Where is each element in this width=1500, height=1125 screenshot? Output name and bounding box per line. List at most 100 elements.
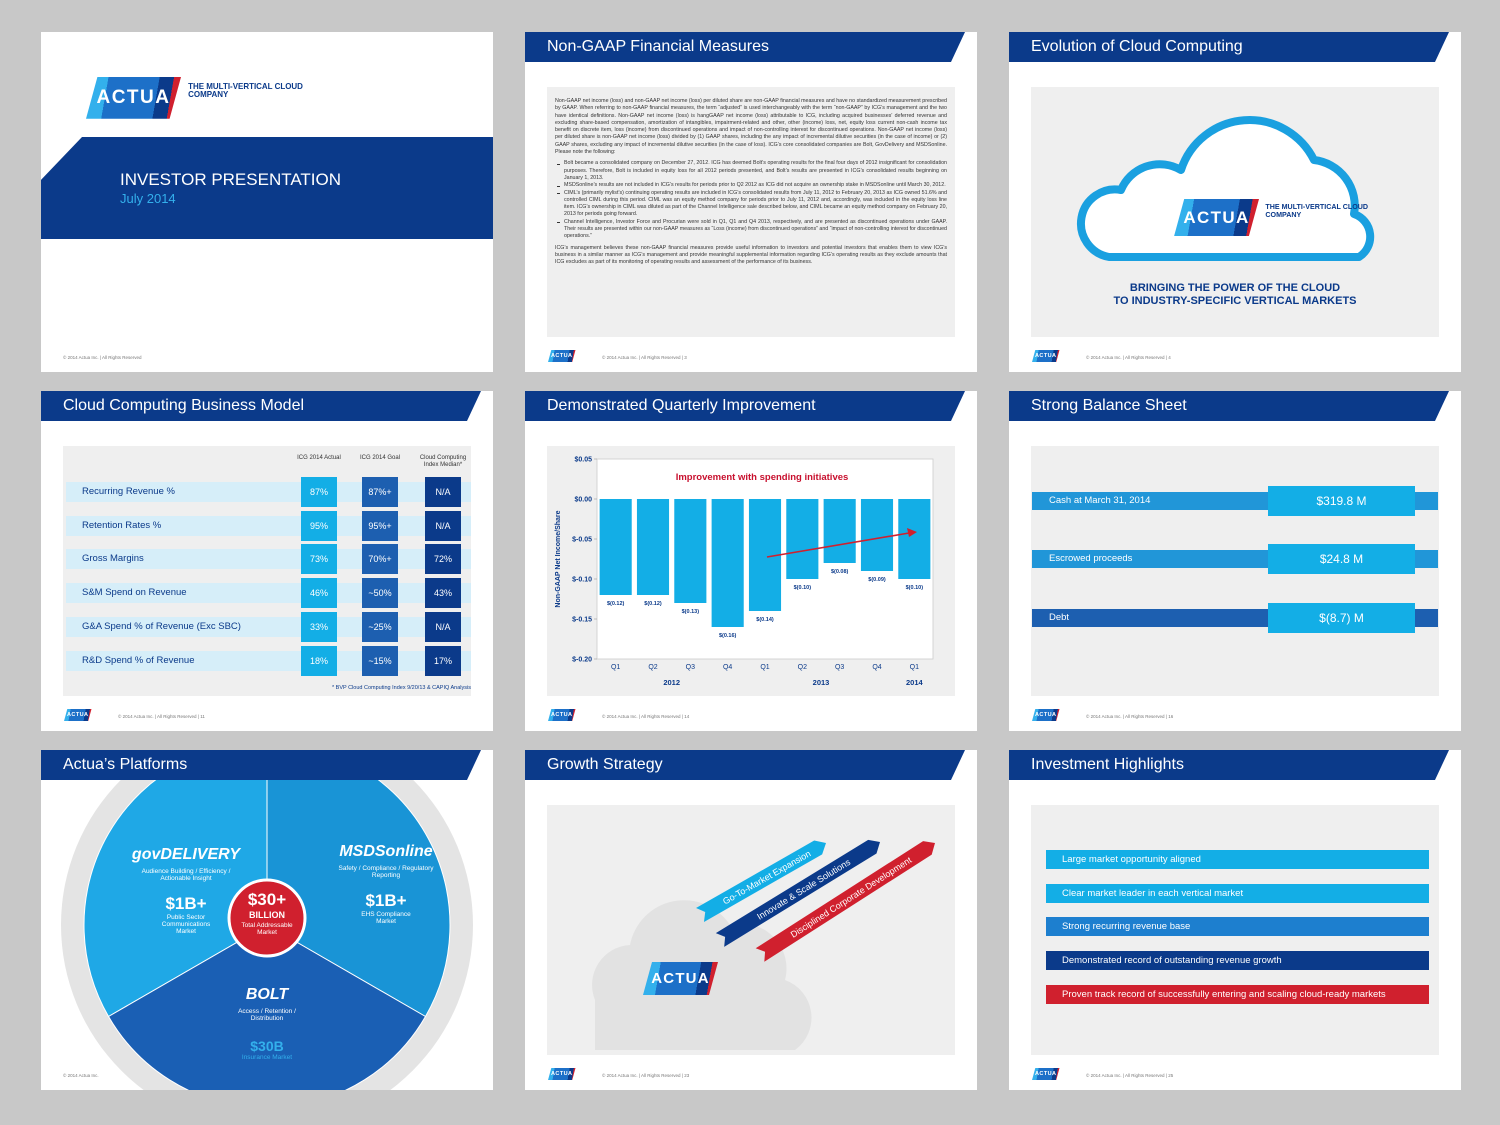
center-unit: BILLION [249, 910, 285, 920]
highlight-item: Strong recurring revenue base [1046, 917, 1429, 937]
group-label: 2013 [813, 678, 830, 687]
x-tick-label: Q4 [723, 664, 732, 671]
logo-name: ACTUA [67, 712, 89, 718]
footer: © 2014 Actua Inc. | All Rights Reserved … [602, 355, 687, 360]
bullet: MSDSonline’s results are not included in… [557, 182, 946, 189]
trend-arrowhead [907, 528, 917, 537]
value-cell: ~15% [362, 645, 398, 676]
slide-title: Non-GAAP Financial Measures [547, 38, 770, 55]
x-tick-label: Q3 [835, 664, 844, 671]
title-bar [41, 391, 481, 421]
value-label: $(0.12) [644, 601, 662, 607]
logo-tagline: THE MULTI-VERTICAL CLOUD COMPANY [188, 81, 303, 100]
row-value: $24.8 M [1268, 544, 1415, 574]
logo-name: ACTUA [1035, 353, 1057, 359]
platform-name: MSDSonline [339, 843, 433, 860]
intro-paragraph: Non-GAAP net income (loss) and non-GAAP … [555, 98, 947, 156]
column-header: ICG 2014 Actual [297, 455, 341, 461]
bar [711, 499, 744, 627]
row-value: $(8.7) M [1268, 603, 1415, 633]
slide-growth: Growth Strategy Go-To-Market Expansion In… [525, 750, 977, 1090]
chart: $0.05 $0.00 $-0.05 $-0.10 $-0.15 $-0.20 Non-GA… [547, 446, 955, 696]
slide-title: Demonstrated Quarterly Improvement [547, 397, 816, 414]
pie-segment [83, 750, 268, 1018]
footer: © 2014 Actua Inc. | All Rights Reserved … [602, 1073, 690, 1078]
market-name: EHS Compliance Market [361, 911, 411, 926]
logo-mark [64, 709, 92, 721]
logo-name: ACTUA [1183, 208, 1250, 227]
tagline-1: BRINGING THE POWER OF THE CLOUD [1129, 282, 1341, 294]
slide-cover: ACTUA THE MULTI-VERTICAL CLOUD COMPANY IN… [41, 32, 493, 372]
value-cell: 18% [301, 645, 337, 676]
market-size: $30B [250, 1038, 284, 1054]
logo-mark [86, 77, 181, 119]
y-tick-label: $-0.20 [572, 657, 592, 664]
bar [860, 499, 894, 571]
value-cell: ~50% [362, 578, 398, 609]
value-cell: 33% [301, 611, 337, 642]
value-label: $(0.13) [682, 609, 700, 615]
market-name: Public Sector Communications Market [161, 914, 211, 936]
bullet: CIML’s (primarily mylist’s) continuing o… [557, 189, 947, 218]
footer: © 2014 Actua Inc. | All Rights Reserved … [1086, 355, 1171, 360]
logo-name: ACTUA [551, 712, 573, 718]
value-label: $(0.16) [719, 633, 737, 639]
x-tick-label: Q2 [648, 664, 657, 671]
y-tick-label: $-0.15 [572, 617, 592, 624]
footer: © 2014 Actua Inc. | All Rights Reserved … [1086, 1073, 1174, 1078]
slide-business-model: Cloud Computing Business Model * BVP Clo… [41, 391, 493, 731]
footer: © 2014 Actua Inc. | All Rights Reserved … [1086, 714, 1174, 719]
bar [599, 499, 632, 595]
value-cell: 72% [425, 544, 461, 575]
slide-balance: Strong Balance Sheet ACTUA © 2014 Actua … [1009, 391, 1461, 731]
pie-segment [266, 750, 451, 1018]
closing-paragraph: ICG’s management believes these non-GAAP… [555, 244, 947, 266]
y-tick-label: $0.00 [574, 497, 592, 504]
slide-title: Actua’s Platforms [63, 756, 188, 773]
row-label: Escrowed proceeds [1049, 553, 1133, 564]
slide-title: Evolution of Cloud Computing [1031, 38, 1243, 55]
value-label: $(0.10) [794, 585, 812, 591]
y-tick-label: $-0.05 [572, 537, 592, 544]
highlight-item: Demonstrated record of outstanding reven… [1046, 951, 1429, 971]
title-bar [1009, 391, 1449, 421]
value-cell: N/A [425, 611, 461, 642]
slide-non-gaap: Non-GAAP Financial Measures Non-GAAP net… [525, 32, 977, 372]
slide-title: Growth Strategy [547, 756, 663, 773]
value-cell: 46% [301, 578, 337, 609]
logo-name: ACTUA [96, 87, 171, 108]
logo-mark [1174, 199, 1259, 236]
logo-name: ACTUA [651, 970, 710, 987]
title-bar [525, 750, 965, 780]
value-label: $(0.10) [906, 585, 924, 591]
annotation: Improvement with spending initiatives [676, 472, 849, 483]
highlight-item: Proven track record of successfully ente… [1046, 984, 1429, 1004]
bar [674, 499, 707, 603]
footer: © 2014 Actua Inc. | All Rights Reserved … [118, 714, 205, 719]
market-name: Insurance Market [241, 1054, 293, 1061]
bullet: Channel Intelligence, Investor Force and… [557, 218, 947, 240]
platform-pie [61, 750, 473, 1090]
pie-segment [107, 924, 427, 1090]
slide-highlights: Investment Highlights ACTUA © 2014 Actua… [1009, 750, 1461, 1090]
trend-arrow [766, 532, 910, 558]
value-cell: 95%+ [362, 510, 398, 541]
table-note: * BVP Cloud Computing Index 9/20/13 & CA… [331, 685, 471, 691]
footer: © 2014 Actua Inc. | All Rights Reserved [63, 355, 142, 360]
x-tick-label: Q2 [798, 664, 807, 671]
logo-name: ACTUA [551, 1071, 573, 1077]
bullet: Bolt became a consolidated company on De… [557, 160, 947, 181]
footer: © 2014 Actua Inc. | All Rights Reserved … [602, 714, 690, 719]
logo-name: ACTUA [551, 353, 573, 359]
value-cell: 73% [301, 544, 337, 575]
title-bar [525, 32, 965, 62]
value-cell: N/A [425, 477, 461, 507]
footer: © 2014 Actua Inc. [63, 1073, 99, 1078]
logo-mark [643, 962, 718, 995]
logo-mark [548, 709, 576, 721]
value-cell: N/A [425, 510, 461, 541]
value-label: $(0.12) [607, 601, 625, 607]
logo-mark [1032, 350, 1060, 362]
logo-name: ACTUA [1035, 712, 1057, 718]
